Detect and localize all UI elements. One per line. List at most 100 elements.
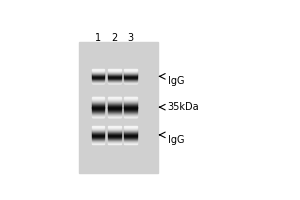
Bar [108, 110, 121, 111]
Bar [92, 106, 104, 107]
Text: 1: 1 [95, 33, 101, 43]
Bar [108, 142, 121, 143]
Bar [124, 113, 137, 114]
Bar [92, 108, 104, 109]
Bar [108, 106, 121, 107]
Bar [92, 107, 104, 108]
Bar [92, 81, 104, 82]
Bar [108, 101, 121, 102]
Bar [108, 107, 121, 108]
Bar [124, 142, 137, 143]
Bar [124, 114, 137, 115]
Bar [108, 79, 121, 80]
Bar [92, 128, 104, 129]
Bar [108, 140, 121, 141]
Bar [108, 115, 121, 116]
Bar [124, 143, 137, 144]
Bar [108, 135, 121, 136]
Bar [124, 140, 137, 141]
Bar [92, 142, 104, 143]
Bar [92, 112, 104, 113]
Text: IgG: IgG [168, 76, 184, 86]
Bar [92, 113, 104, 114]
Bar [124, 102, 137, 103]
Bar [108, 105, 121, 106]
Bar [92, 127, 104, 128]
Bar [108, 139, 121, 140]
Bar [92, 133, 104, 134]
Bar [124, 105, 137, 106]
Bar [92, 103, 104, 104]
Bar [92, 80, 104, 81]
Bar [108, 99, 121, 100]
Bar [124, 75, 137, 76]
Bar [92, 110, 104, 111]
Bar [92, 102, 104, 103]
Bar [124, 72, 137, 73]
Bar [124, 131, 137, 132]
Bar [92, 131, 104, 132]
Bar [124, 127, 137, 128]
Text: 35kDa: 35kDa [168, 102, 199, 112]
Bar [108, 112, 121, 113]
Bar [108, 130, 121, 131]
Bar [108, 113, 121, 114]
Bar [108, 98, 121, 99]
Bar [124, 81, 137, 82]
Bar [108, 126, 121, 127]
Bar [124, 112, 137, 113]
Bar [124, 74, 137, 75]
Bar [92, 75, 104, 76]
Bar [108, 73, 121, 74]
Bar [92, 136, 104, 137]
Bar [108, 103, 121, 104]
Bar [108, 76, 121, 77]
Bar [124, 107, 137, 108]
Bar [92, 115, 104, 116]
Bar [124, 82, 137, 83]
Bar [124, 115, 137, 116]
Bar [124, 138, 137, 139]
Text: IgG: IgG [168, 135, 184, 145]
Bar [92, 137, 104, 138]
Bar [108, 104, 121, 105]
Bar [92, 72, 104, 73]
Bar [92, 100, 104, 101]
Bar [108, 80, 121, 81]
Bar [92, 77, 104, 78]
Bar [124, 71, 137, 72]
Bar [124, 111, 137, 112]
Bar [92, 130, 104, 131]
Bar [92, 69, 104, 70]
Bar [92, 71, 104, 72]
Bar [124, 69, 137, 70]
Bar [108, 134, 121, 135]
Bar [92, 82, 104, 83]
Bar [108, 128, 121, 129]
Bar [92, 126, 104, 127]
Bar [108, 137, 121, 138]
Bar [124, 78, 137, 79]
Bar [108, 108, 121, 109]
Bar [108, 82, 121, 83]
Bar [92, 107, 104, 108]
Bar [124, 135, 137, 136]
Bar [124, 98, 137, 99]
Bar [92, 143, 104, 144]
Bar [124, 137, 137, 138]
Bar [108, 97, 121, 98]
Bar [108, 132, 121, 133]
Bar [108, 69, 121, 70]
Bar [124, 110, 137, 111]
Bar [108, 75, 121, 76]
Bar [124, 77, 137, 78]
Bar [92, 139, 104, 140]
Bar [108, 70, 121, 71]
Bar [124, 109, 137, 110]
Bar [92, 99, 104, 100]
Bar [92, 104, 104, 105]
Bar [108, 143, 121, 144]
Bar [108, 138, 121, 139]
Bar [124, 134, 137, 135]
Bar [124, 136, 137, 137]
